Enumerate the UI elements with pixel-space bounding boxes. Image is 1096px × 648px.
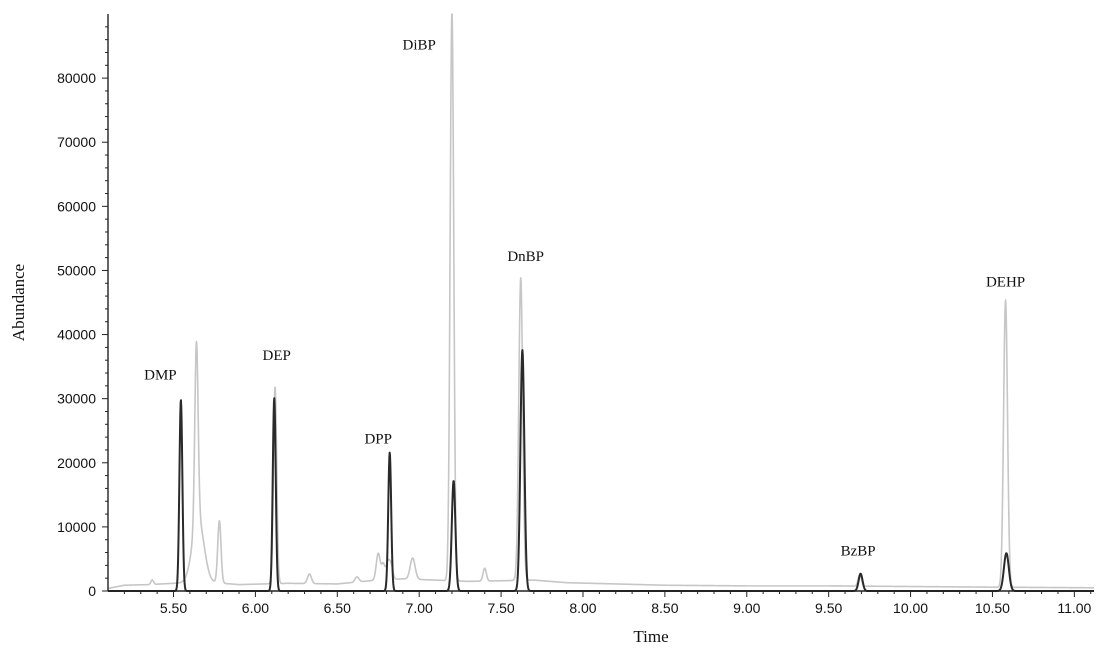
y-tick-label: 60000: [57, 198, 96, 214]
x-axis-title: Time: [633, 627, 668, 646]
y-tick-label: 0: [88, 583, 96, 599]
y-tick-label: 20000: [57, 455, 96, 471]
y-tick-label: 40000: [57, 327, 96, 343]
peak-labels-group: DMP DEP DPP DiBP DnBP BzBP DEHP: [144, 37, 1025, 559]
y-tick-label: 50000: [57, 262, 96, 278]
x-tick-label: 8.50: [651, 600, 678, 616]
peak-label-dehp: DEHP: [986, 274, 1025, 290]
x-tick-label: 8.00: [569, 600, 596, 616]
x-axis-ticks: 5.50 6.00 6.50 7.00 7.50 8.00 8.50 9.00 9.50 10.0…: [123, 591, 1092, 616]
y-tick-label: 70000: [57, 134, 96, 150]
x-tick-label: 10.00: [893, 600, 928, 616]
x-tick-label: 7.50: [487, 600, 514, 616]
x-tick-label: 9.50: [815, 600, 842, 616]
peak-label-dpp: DPP: [364, 432, 392, 448]
x-tick-label: 9.00: [733, 600, 760, 616]
y-tick-label: 80000: [57, 70, 96, 86]
x-tick-label: 6.00: [242, 600, 269, 616]
x-tick-label: 6.50: [324, 600, 351, 616]
y-tick-label: 30000: [57, 391, 96, 407]
light-trace-series: [107, 13, 1095, 590]
peak-label-dibp: DiBP: [403, 37, 436, 53]
x-tick-label: 5.50: [160, 600, 187, 616]
peak-label-dmp: DMP: [144, 367, 177, 383]
y-tick-label: 10000: [57, 519, 96, 535]
peak-label-bzbp: BzBP: [841, 544, 876, 560]
dark-trace-series: [107, 349, 1095, 592]
x-tick-label: 11.00: [1057, 600, 1091, 616]
y-axis-title: Abundance: [9, 264, 28, 341]
x-tick-label: 10.50: [975, 600, 1010, 616]
peak-label-dnbp: DnBP: [507, 249, 544, 265]
peak-label-dep: DEP: [263, 348, 291, 364]
y-axis-ticks: 0 10000 20000 30000 40000 50000 60000 70000 8000…: [57, 26, 108, 599]
x-tick-label: 7.00: [406, 600, 433, 616]
traces-group: [107, 13, 1095, 592]
